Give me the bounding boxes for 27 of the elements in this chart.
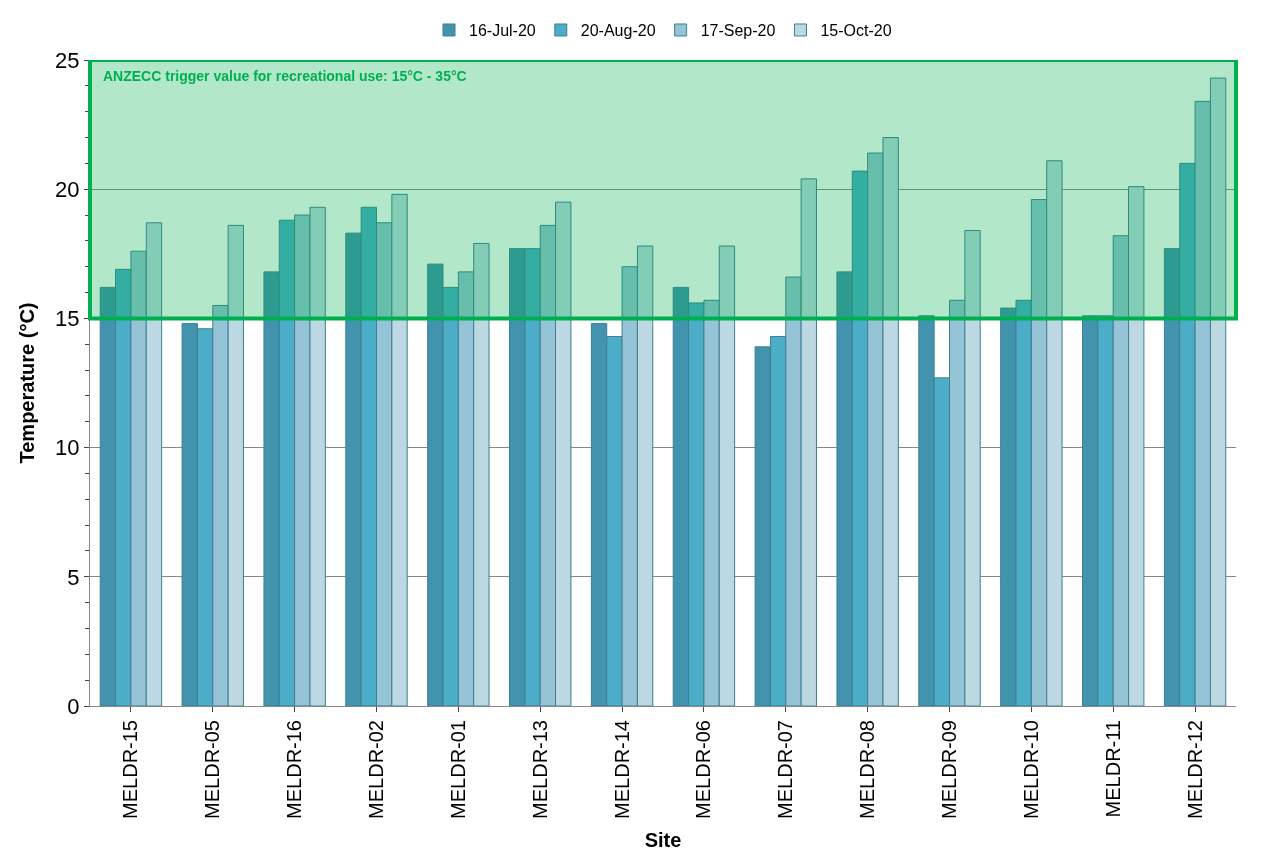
y-tick-label: 0 bbox=[67, 693, 80, 719]
y-tick-label: 15 bbox=[55, 306, 80, 332]
x-tick-label: MELDR-10 bbox=[1019, 720, 1042, 819]
x-tick-label: MELDR-07 bbox=[774, 720, 797, 819]
legend-label: 17-Sep-20 bbox=[700, 22, 776, 40]
y-tick-label: 10 bbox=[55, 435, 80, 461]
band-label: ANZECC trigger value for recreational use: 15°C - 35°C bbox=[103, 68, 467, 84]
x-axis-title: Site bbox=[644, 829, 682, 852]
legend-label: 20-Aug-20 bbox=[580, 22, 656, 40]
legend-label: 16-Jul-20 bbox=[469, 22, 536, 40]
x-tick-label: MELDR-05 bbox=[201, 720, 224, 819]
x-tick-label: MELDR-02 bbox=[365, 720, 387, 819]
x-tick-label: MELDR-16 bbox=[283, 720, 306, 819]
y-tick-label: 5 bbox=[67, 564, 80, 590]
x-tick-label: MELDR-06 bbox=[692, 720, 715, 819]
x-tick-label: MELDR-08 bbox=[856, 720, 879, 819]
y-tick-label: 25 bbox=[55, 47, 80, 73]
x-tick-label: MELDR-11 bbox=[1101, 720, 1124, 818]
x-tick-label: MELDR-14 bbox=[610, 720, 633, 819]
x-tick-label: MELDR-09 bbox=[938, 720, 960, 819]
x-tick-label: MELDR-12 bbox=[1183, 720, 1206, 819]
legend-label: 15-Oct-20 bbox=[820, 22, 892, 40]
x-tick-label: MELDR-13 bbox=[528, 720, 551, 819]
y-axis-title: Temperature (°C) bbox=[15, 302, 38, 464]
y-tick-label: 20 bbox=[55, 176, 80, 202]
x-tick-label: MELDR-15 bbox=[119, 720, 142, 819]
x-tick-label: MELDR-01 bbox=[446, 720, 469, 819]
